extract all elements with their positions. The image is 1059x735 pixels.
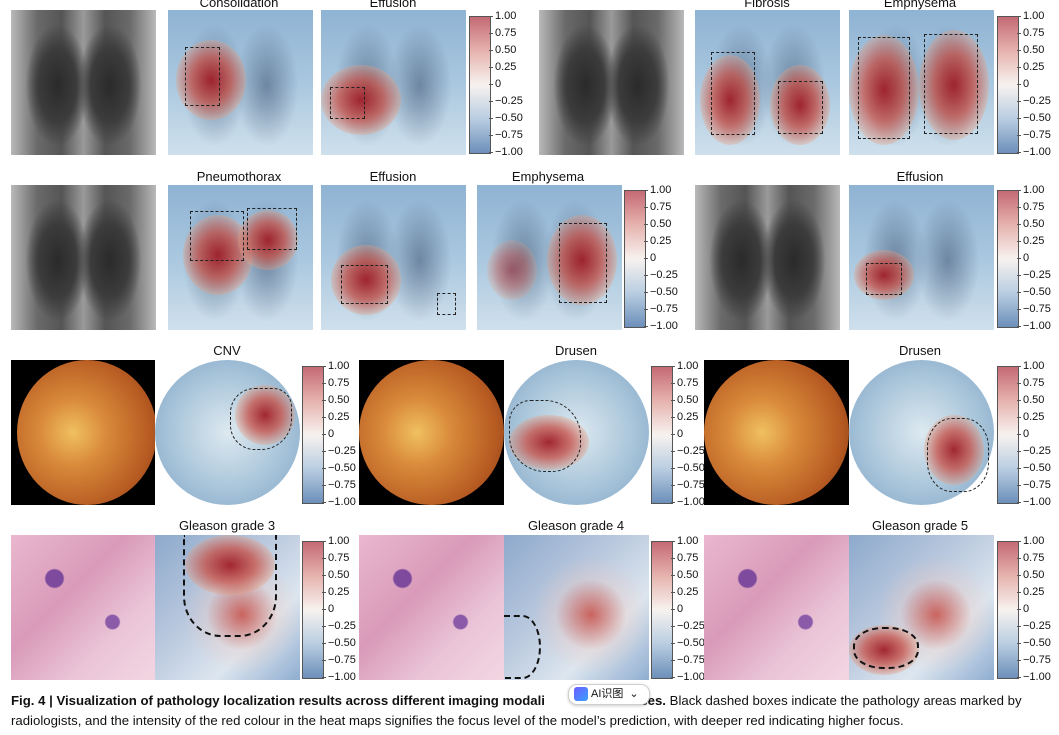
chevron-down-icon: ⌄	[629, 688, 639, 700]
colorbar	[651, 541, 673, 679]
heatmap-image	[504, 360, 649, 505]
heatmap-image	[321, 10, 466, 155]
figure-label: Fig. 4 | Visualization of pathology loca…	[11, 693, 545, 708]
colorbar	[997, 190, 1019, 328]
heatmap-image	[477, 185, 622, 330]
panel-label: Effusion	[369, 0, 417, 10]
heatmap-image	[849, 360, 994, 505]
colorbar	[651, 366, 673, 504]
heatmap-image	[155, 535, 300, 680]
panel-label: Pneumothorax	[196, 169, 282, 184]
panel-label: Fibrosis	[744, 0, 790, 10]
heatmap-image	[849, 10, 994, 155]
panel-label: Consolidation	[199, 0, 279, 10]
heatmap-image	[849, 185, 994, 330]
xray-image	[539, 10, 684, 155]
panel-label: Gleason grade 3	[178, 518, 276, 533]
histology-image	[11, 535, 156, 680]
panel-label: Drusen	[899, 343, 941, 358]
colorbar	[469, 16, 491, 154]
xray-image	[11, 10, 156, 155]
ai-icon	[574, 687, 588, 701]
histology-image	[704, 535, 849, 680]
panel-label: CNV	[213, 343, 241, 358]
heatmap-image	[849, 535, 994, 680]
panel-label: Effusion	[369, 169, 417, 184]
caption-body: Black dashed boxes indicate the patholog…	[11, 693, 1022, 728]
heatmap-image	[168, 185, 313, 330]
heatmap-image	[504, 535, 649, 680]
ai-badge-label: AI识图	[591, 688, 624, 700]
xray-image	[695, 185, 840, 330]
panel-label: Emphysema	[511, 169, 585, 184]
ai-image-recognition-button[interactable]: AI识图 ⌄	[568, 684, 650, 705]
colorbar	[997, 16, 1019, 154]
colorbar	[997, 366, 1019, 504]
heatmap-image	[155, 360, 300, 505]
colorbar	[302, 541, 324, 679]
heatmap-image	[695, 10, 840, 155]
panel-label: Effusion	[896, 169, 944, 184]
colorbar	[624, 190, 646, 328]
panel-label: Gleason grade 5	[871, 518, 969, 533]
panel-label: Drusen	[555, 343, 597, 358]
panel-label: Emphysema	[883, 0, 957, 10]
heatmap-image	[321, 185, 466, 330]
fundus-image	[11, 360, 156, 505]
heatmap-image	[168, 10, 313, 155]
figure-caption: Fig. 4 | Visualization of pathology loca…	[11, 691, 1051, 731]
histology-image	[359, 535, 504, 680]
fundus-image	[359, 360, 504, 505]
xray-image	[11, 185, 156, 330]
panel-label: Gleason grade 4	[527, 518, 625, 533]
fundus-image	[704, 360, 849, 505]
colorbar	[997, 541, 1019, 679]
colorbar	[302, 366, 324, 504]
